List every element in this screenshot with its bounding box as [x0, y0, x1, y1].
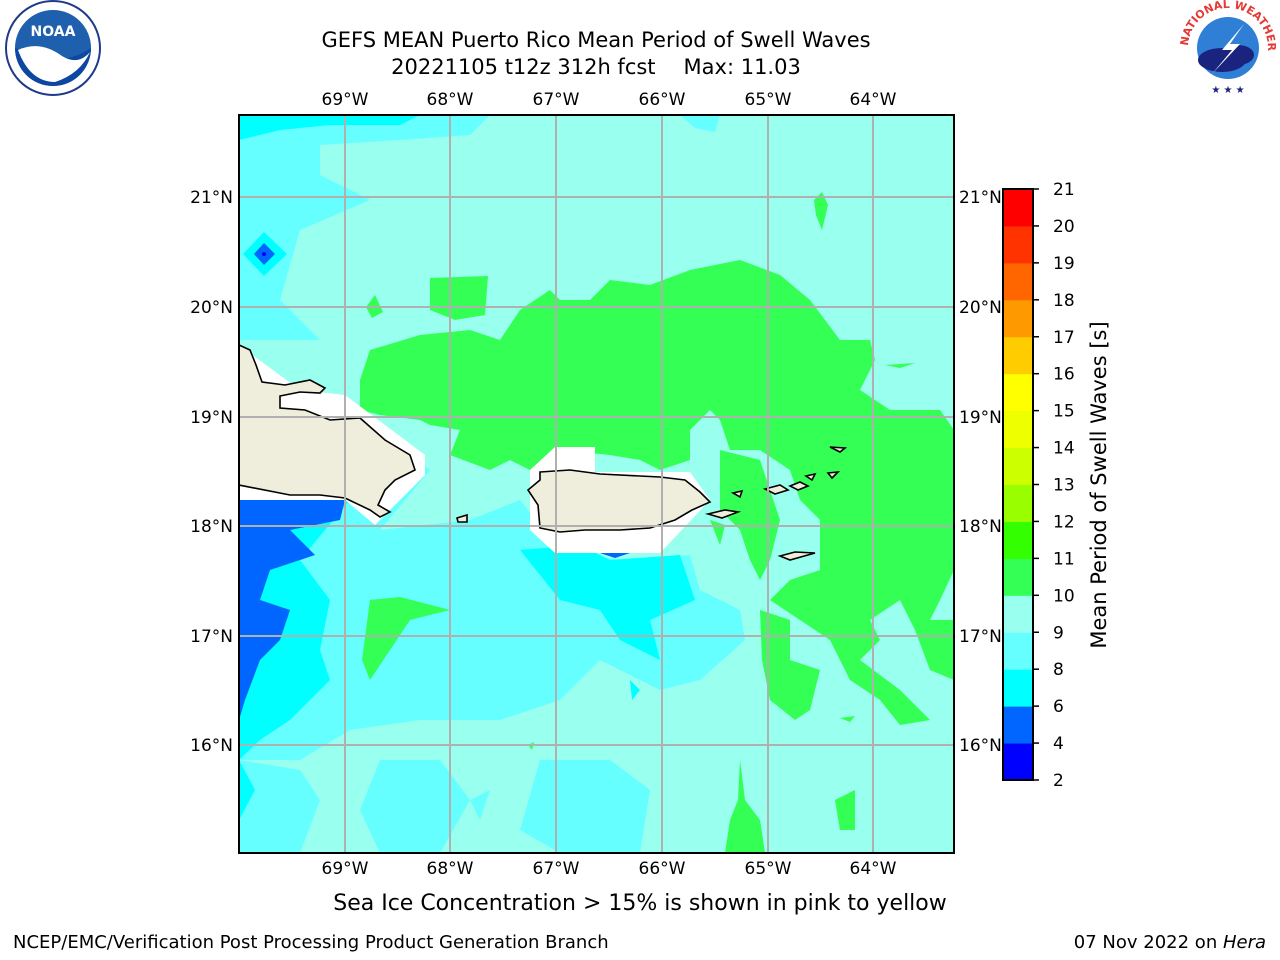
lon-label-top: 64°W [850, 90, 897, 110]
lon-label-top: 66°W [639, 90, 686, 110]
footer-date-text: 07 Nov 2022 on [1073, 932, 1223, 953]
footer-date: 07 Nov 2022 on Hera [1074, 931, 1266, 955]
colorbar-segment [1003, 410, 1033, 449]
colorbar-tick-label: 8 [1053, 660, 1064, 680]
lat-labels-right: 21°N 20°N 19°N 18°N 17°N 16°N [959, 188, 1002, 756]
lat-label-left: 20°N [190, 298, 233, 318]
lon-label-bottom: 66°W [639, 859, 686, 879]
noaa-logo-text: NOAA [31, 24, 76, 40]
colorbar-tick-label: 12 [1053, 512, 1075, 532]
field-10-11 [360, 192, 954, 853]
colorbar-segment [1003, 632, 1033, 670]
map-frame [238, 114, 955, 854]
colorbar-tick-label: 19 [1053, 254, 1075, 274]
field-2-4 [262, 252, 266, 256]
grid-lines [239, 115, 954, 853]
colorbar-tick-label: 14 [1053, 439, 1075, 459]
field-6-8 [239, 115, 695, 820]
lon-label-bottom: 69°W [322, 859, 369, 879]
colorbar-tick-label: 9 [1053, 623, 1064, 643]
colorbar-tick-label: 10 [1053, 586, 1075, 606]
colorbar: 2 4 6 8 9 10 11 12 13 14 15 16 17 18 19 20 21 [1002, 180, 1075, 791]
footer-host: Hera [1222, 932, 1266, 953]
lat-label-left: 16°N [190, 736, 233, 756]
map-plot-area [239, 115, 954, 853]
colorbar-tick-label: 11 [1053, 549, 1075, 569]
colorbar-segment [1003, 669, 1033, 707]
colorbar-segment [1003, 225, 1033, 264]
map-subtitle: 20221105 t12z 312h fcst Max: 11.03 [0, 54, 1192, 80]
colorbar-tick-label: 17 [1053, 328, 1075, 348]
title-line1: GEFS MEAN Puerto Rico Mean Period of Swe… [321, 28, 871, 52]
max-value-label: Max: 11.03 [683, 55, 801, 79]
colorbar-tick-label: 4 [1053, 734, 1064, 754]
colorbar-segment [1003, 262, 1033, 301]
lon-label-bottom: 67°W [533, 859, 580, 879]
sea-ice-note-text: Sea Ice Concentration > 15% is shown in … [333, 891, 947, 916]
lon-label-top: 69°W [322, 90, 369, 110]
forecast-label: 20221105 t12z 312h fcst [391, 55, 656, 79]
lat-labels-left: 21°N 20°N 19°N 18°N 17°N 16°N [190, 188, 233, 756]
colorbar-segment [1003, 595, 1033, 633]
lon-label-top: 68°W [427, 90, 474, 110]
nws-logo-text: NATIONAL WEATHER SERVICE [0, 0, 1278, 52]
colorbar-tick-label: 2 [1053, 771, 1064, 791]
colorbar-segment [1003, 484, 1033, 522]
colorbar-tick-label: 18 [1053, 291, 1075, 311]
lon-label-bottom: 65°W [745, 859, 792, 879]
lat-label-right: 19°N [959, 408, 1002, 428]
lat-label-right: 16°N [959, 736, 1002, 756]
colorbar-segment [1003, 558, 1033, 596]
lat-label-right: 20°N [959, 298, 1002, 318]
colorbar-tick-label: 6 [1053, 697, 1064, 717]
colorbar-tick-label: 16 [1053, 365, 1075, 385]
noaa-logo-icon: NOAA [5, 0, 101, 96]
footer-credit: NCEP/EMC/Verification Post Processing Pr… [13, 932, 609, 953]
colorbar-tick-label: 20 [1053, 217, 1075, 237]
lat-label-right: 17°N [959, 627, 1002, 647]
lat-label-left: 21°N [190, 188, 233, 208]
coastlines [239, 344, 848, 561]
map-title: GEFS MEAN Puerto Rico Mean Period of Swe… [0, 27, 1192, 53]
nws-logo-icon: NATIONAL WEATHER SERVICE ★ ★ ★ [0, 0, 1278, 96]
sea-ice-note: Sea Ice Concentration > 15% is shown in … [0, 890, 1280, 918]
colorbar-segment [1003, 521, 1033, 559]
lat-label-left: 17°N [190, 627, 233, 647]
lon-label-top: 65°W [745, 90, 792, 110]
lat-label-left: 18°N [190, 517, 233, 537]
lat-label-right: 21°N [959, 188, 1002, 208]
colorbar-tick-label: 15 [1053, 402, 1075, 422]
colorbar-segment [1003, 336, 1033, 375]
colorbar-segment [1003, 299, 1033, 338]
lon-labels-top: 69°W 68°W 67°W 66°W 65°W 64°W [322, 90, 897, 110]
colorbar-segment [1003, 706, 1033, 744]
colorbar-label: Mean Period of Swell Waves [s] [1087, 321, 1111, 648]
colorbar-tick-label: 21 [1053, 180, 1075, 200]
lon-label-top: 67°W [533, 90, 580, 110]
lon-label-bottom: 68°W [427, 859, 474, 879]
colorbar-segment [1003, 373, 1033, 412]
colorbar-tick-label: 13 [1053, 476, 1075, 496]
lat-label-right: 18°N [959, 517, 1002, 537]
lat-label-left: 19°N [190, 408, 233, 428]
lon-label-bottom: 64°W [850, 859, 897, 879]
lon-labels-bottom: 69°W 68°W 67°W 66°W 65°W 64°W [322, 859, 897, 879]
svg-text:★ ★ ★: ★ ★ ★ [1211, 85, 1244, 96]
colorbar-segment [1003, 743, 1033, 781]
colorbar-segment [1003, 189, 1033, 227]
colorbar-segment [1003, 447, 1033, 485]
